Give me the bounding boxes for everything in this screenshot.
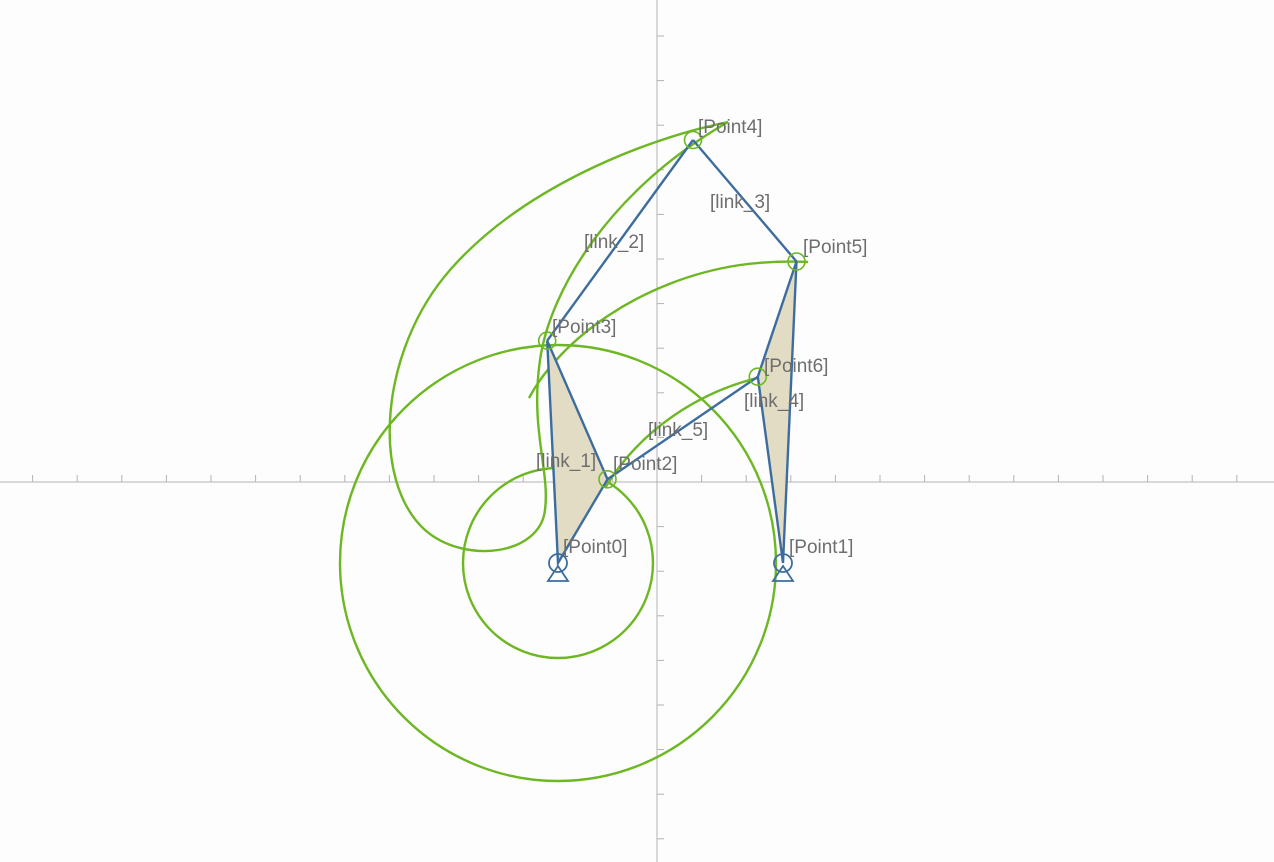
joint-circle-icon-p6 bbox=[748, 367, 768, 387]
link-bar-link-3 bbox=[692, 139, 798, 263]
joint-label-p6: [Point6] bbox=[764, 356, 828, 377]
joint-label-p3: [Point3] bbox=[552, 317, 616, 338]
trajectory-arc-point5 bbox=[527, 260, 809, 399]
ground-joint-icon-p1 bbox=[773, 553, 793, 573]
joint-circle-icon-p3 bbox=[537, 331, 557, 351]
ground-support-icon-p1 bbox=[771, 564, 795, 582]
link-label-link-3: [link_3] bbox=[710, 192, 770, 213]
joint-circle-icon-p2 bbox=[598, 469, 617, 489]
ground-joint-icon-p0 bbox=[548, 553, 568, 573]
mechanism-joints bbox=[537, 130, 806, 582]
joint-label-p2: [Point2] bbox=[613, 454, 677, 475]
joint-circle-icon-p4 bbox=[683, 130, 703, 150]
link-label-link-5: [link_5] bbox=[648, 420, 708, 441]
link-label-link-1: [link_1] bbox=[536, 451, 596, 472]
trajectory-circle-point3 bbox=[338, 343, 778, 783]
mechanism-links bbox=[546, 139, 798, 568]
link-label-link-2: [link_2] bbox=[584, 232, 644, 253]
link-label-link-4: [link_4] bbox=[744, 391, 804, 412]
diagram-labels: [Point0] [Point1] [Point2] [Point3] [Point4]… bbox=[536, 117, 867, 558]
ground-support-icon-p0 bbox=[546, 564, 570, 582]
joint-label-p0: [Point0] bbox=[563, 537, 627, 558]
trajectory-arc-point6 bbox=[603, 374, 767, 489]
link-body-link-4 bbox=[756, 261, 798, 564]
joint-label-p4: [Point4] bbox=[698, 117, 762, 138]
trajectory-loop-point4 bbox=[388, 120, 729, 553]
joint-label-p1: [Point1] bbox=[789, 537, 853, 558]
joint-circle-icon-p5 bbox=[787, 252, 806, 271]
link-bar-link-2 bbox=[546, 139, 694, 342]
joint-label-p5: [Point5] bbox=[803, 237, 867, 258]
link-bar-link-5 bbox=[606, 375, 759, 481]
link-body-link-1 bbox=[546, 340, 609, 568]
